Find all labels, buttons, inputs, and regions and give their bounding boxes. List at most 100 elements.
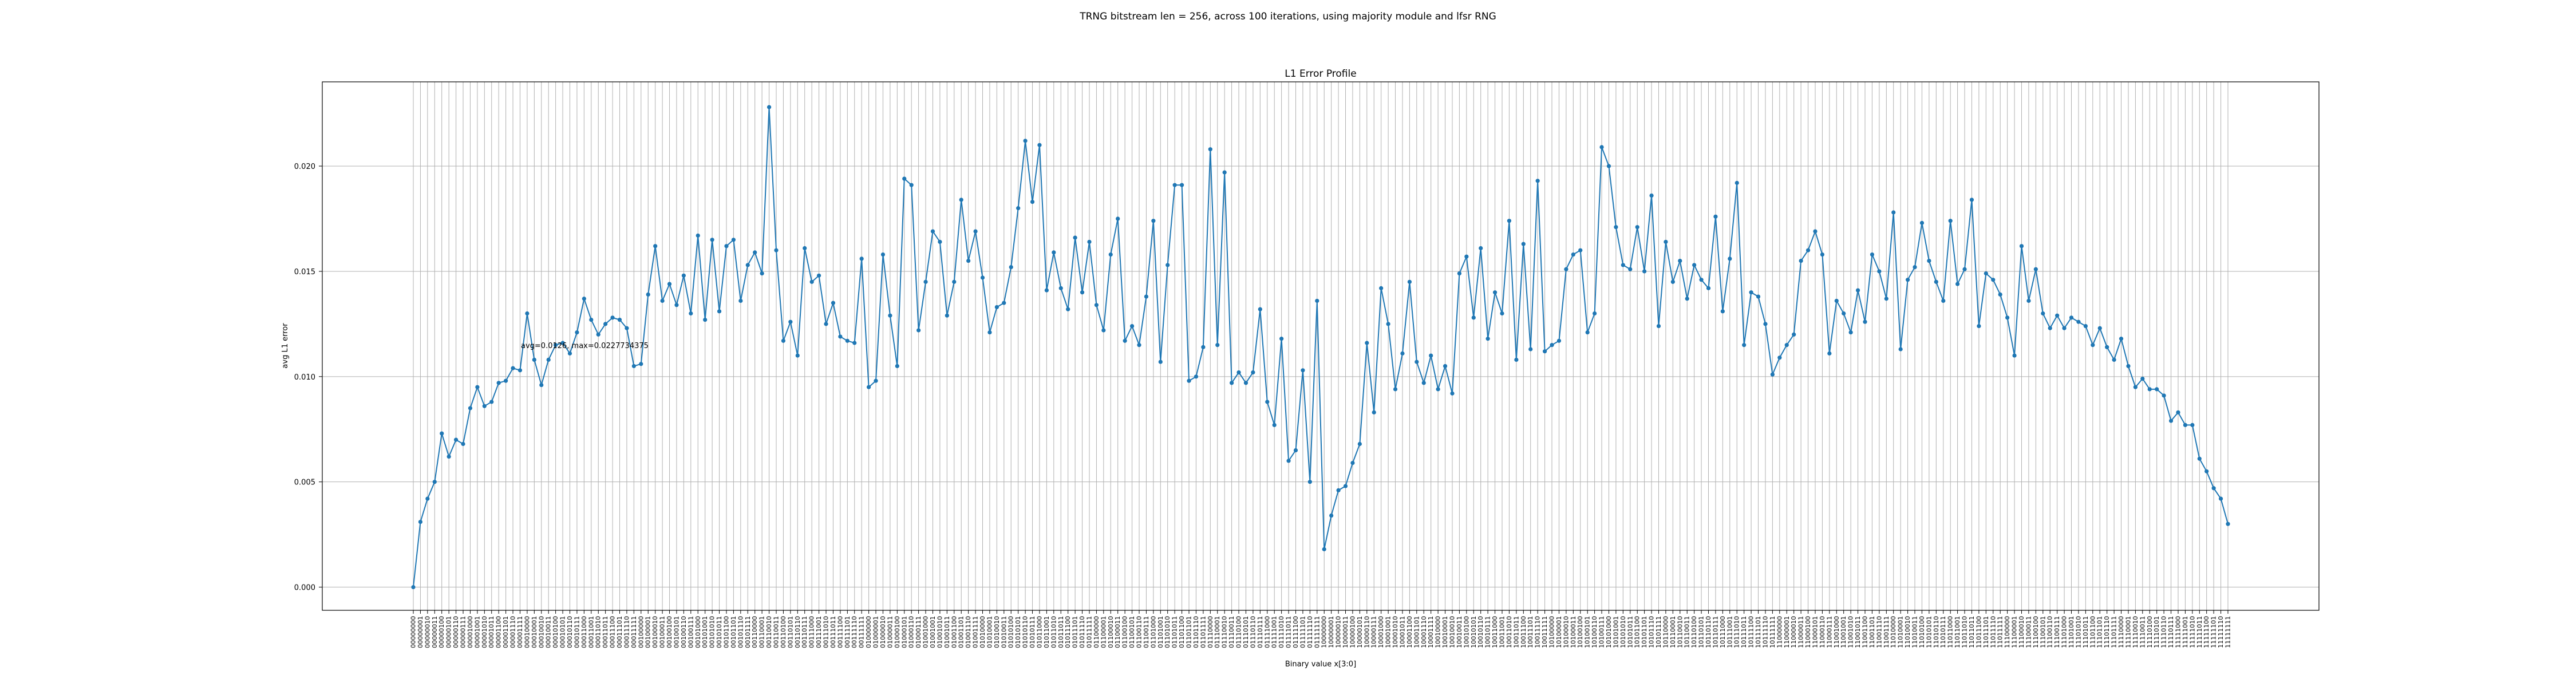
data-point: [767, 105, 772, 109]
x-tick-label: 11000000: [1776, 616, 1783, 648]
x-tick-label: 10100010: [1562, 616, 1570, 648]
x-tick-label: 10100110: [1591, 616, 1598, 648]
data-point: [952, 279, 957, 284]
data-point: [1322, 547, 1326, 551]
x-tick-label: 01101010: [1164, 616, 1171, 648]
x-tick-label: 01100000: [1093, 616, 1100, 648]
data-point: [1073, 235, 1077, 240]
data-point: [1116, 216, 1120, 221]
data-point: [525, 311, 530, 316]
data-point: [838, 334, 843, 339]
data-point: [2091, 343, 2095, 348]
x-tick-label: 10110000: [1662, 616, 1669, 648]
data-point: [625, 326, 629, 330]
data-point: [1699, 278, 1704, 282]
data-point: [1457, 271, 1462, 276]
data-point: [1855, 288, 1860, 293]
x-tick-label: 11000001: [1783, 616, 1791, 648]
x-tick-label: 01011110: [1078, 616, 1086, 648]
x-tick-label: 11010000: [1890, 616, 1897, 648]
x-tick-label: 10001100: [1406, 616, 1413, 648]
data-point: [831, 301, 836, 305]
data-point: [738, 298, 743, 303]
data-point: [888, 313, 892, 318]
data-point: [554, 343, 558, 348]
data-point: [2190, 423, 2195, 427]
data-point: [1606, 164, 1611, 168]
x-tick-label: 11000011: [1797, 616, 1805, 648]
x-tick-label: 11001011: [1854, 616, 1862, 648]
data-point: [2069, 315, 2074, 320]
x-tick-label: 00010101: [559, 616, 567, 648]
x-tick-label: 11010100: [1918, 616, 1926, 648]
x-tick-label: 01001110: [965, 616, 972, 648]
data-point: [447, 454, 451, 459]
x-tick-label: 10001110: [1420, 616, 1428, 648]
data-point: [1948, 219, 1953, 223]
data-point: [1628, 267, 1633, 271]
x-tick-label: 11101000: [2061, 616, 2068, 648]
data-point: [517, 368, 523, 373]
x-tick-label: 11011001: [1954, 616, 1961, 648]
series-plot: [411, 105, 2230, 590]
x-tick-label: 01010101: [1014, 616, 1022, 648]
x-tick-label: 11000110: [1819, 616, 1826, 648]
x-tick-label: 11110110: [2160, 616, 2168, 648]
data-point: [2183, 423, 2188, 427]
data-point: [1094, 303, 1099, 307]
data-point: [1415, 360, 1419, 364]
y-tick-label: 0.005: [294, 479, 315, 487]
data-point: [1599, 145, 1604, 149]
data-point: [532, 357, 536, 362]
data-point: [1756, 294, 1761, 299]
y-tick-label: 0.010: [294, 373, 315, 382]
x-tick-label: 01110110: [1249, 616, 1257, 648]
x-tick-label: 10011000: [1491, 616, 1499, 648]
data-point: [1336, 488, 1341, 492]
data-point: [1720, 309, 1725, 314]
x-tick-label: 10001001: [1385, 616, 1392, 648]
x-tick-label: 11010010: [1904, 616, 1911, 648]
data-point: [1749, 290, 1753, 295]
data-point: [575, 330, 579, 335]
chart-title: L1 Error Profile: [1285, 68, 1356, 80]
x-tick-label: 00101111: [744, 616, 752, 648]
data-point: [660, 298, 665, 303]
x-tick-label: 01011111: [1085, 616, 1093, 648]
x-tick-label: 00100000: [637, 616, 645, 648]
data-point: [1009, 265, 1013, 270]
x-tick-label: 01100111: [1143, 616, 1150, 648]
x-tick-label: 01011001: [1043, 616, 1050, 648]
x-tick-label: 00111000: [808, 616, 816, 648]
data-point: [589, 317, 594, 322]
data-point: [1706, 286, 1711, 290]
data-point: [2140, 376, 2145, 381]
data-point: [1656, 323, 1661, 329]
x-tick-label: 00100110: [680, 616, 688, 648]
x-tick-label: 01110111: [1257, 616, 1264, 648]
x-tick-label: 00010000: [523, 616, 531, 648]
data-point: [994, 305, 999, 310]
x-tick-label: 00101101: [730, 616, 737, 648]
x-tick-label: 10100111: [1598, 616, 1606, 648]
x-tick-label: 10110010: [1676, 616, 1684, 648]
x-tick-label: 00110000: [751, 616, 758, 648]
x-tick-label: 11001100: [1862, 616, 1869, 648]
data-point: [1023, 139, 1028, 143]
data-point: [1969, 198, 1974, 202]
data-point: [916, 328, 921, 333]
data-point: [2097, 326, 2102, 330]
x-tick-label: 11011111: [1997, 616, 2004, 648]
x-tick-label: 00110111: [801, 616, 808, 648]
x-tick-label: 11100110: [2046, 616, 2054, 648]
data-point: [1087, 239, 1092, 244]
data-point: [1792, 332, 1796, 337]
x-tick-label: 01010001: [986, 616, 993, 648]
data-point: [1215, 343, 1220, 348]
data-point: [1286, 459, 1291, 463]
x-tick-label: 00011010: [595, 616, 602, 648]
x-tick-label: 00101100: [722, 616, 730, 648]
data-point: [1158, 360, 1163, 364]
data-point: [1471, 315, 1476, 320]
y-axis-label: avg L1 error: [281, 323, 290, 369]
